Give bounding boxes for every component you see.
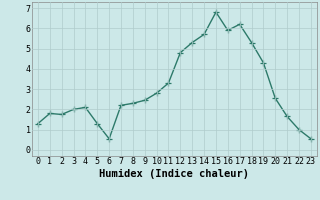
X-axis label: Humidex (Indice chaleur): Humidex (Indice chaleur) [100, 169, 249, 179]
